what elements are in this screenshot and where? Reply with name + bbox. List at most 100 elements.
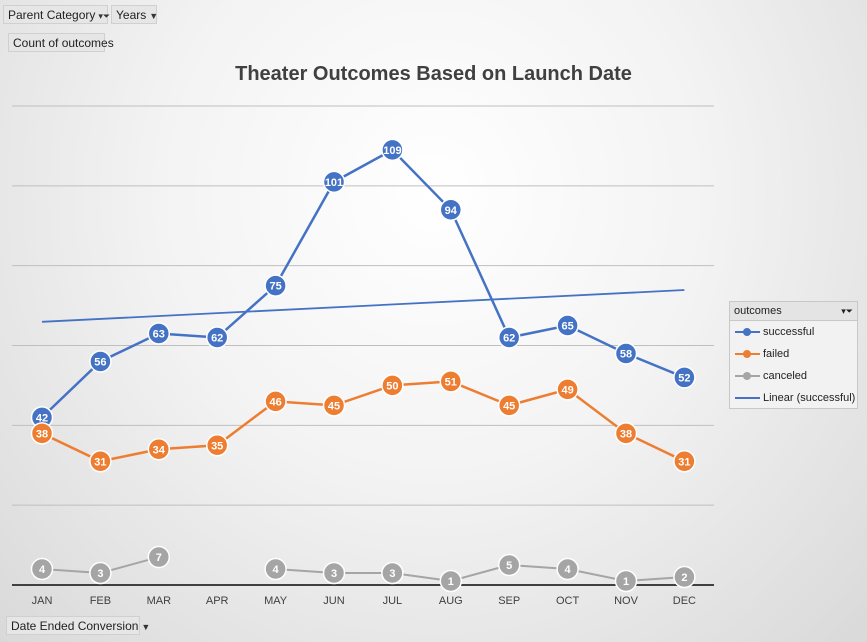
x-tick-label: OCT — [556, 595, 580, 607]
data-label-failed: 31 — [678, 456, 690, 468]
trendline-successful — [41, 289, 685, 323]
axis-field-label: Date Ended Conversion — [11, 619, 139, 633]
data-label-failed: 31 — [94, 456, 106, 468]
legend-title: outcomes — [734, 305, 782, 317]
data-point-failed — [497, 394, 521, 417]
data-point-successful — [147, 322, 171, 345]
data-point-canceled — [89, 561, 112, 585]
data-label-successful: 94 — [445, 205, 458, 217]
data-label-failed: 46 — [269, 396, 281, 408]
data-label-failed: 51 — [445, 376, 457, 388]
x-tick-label: NOV — [614, 595, 639, 607]
data-label-successful: 65 — [561, 321, 573, 333]
legend-swatch-trendline — [735, 397, 760, 399]
x-tick-label: FEB — [90, 595, 111, 607]
x-tick-label: APR — [206, 595, 229, 607]
values-field-label: Count of outcomes — [13, 36, 114, 50]
data-point-successful — [264, 274, 287, 297]
data-label-successful: 58 — [620, 348, 632, 360]
legend-marker-canceled — [743, 372, 751, 380]
data-label-failed: 38 — [620, 428, 632, 440]
data-label-successful: 62 — [211, 333, 223, 345]
legend-label-successful: successful — [763, 326, 815, 338]
legend-item-successful: successful — [730, 321, 857, 343]
data-point-successful — [205, 326, 229, 349]
data-label-failed: 45 — [328, 400, 340, 412]
legend-item-failed: failed — [730, 343, 857, 365]
data-label-canceled: 1 — [623, 576, 629, 588]
x-tick-label: JUL — [383, 595, 403, 607]
data-point-canceled — [556, 557, 579, 581]
data-label-canceled: 1 — [448, 576, 454, 588]
legend-label-canceled: canceled — [763, 370, 808, 382]
data-point-failed — [439, 370, 463, 393]
parent-category-label: Parent Category — [8, 8, 96, 22]
x-tick-label: SEP — [498, 595, 520, 607]
data-label-failed: 35 — [211, 440, 223, 452]
legend-marker-failed — [743, 350, 751, 358]
data-point-successful — [89, 350, 112, 373]
data-point-failed — [205, 434, 229, 457]
data-point-failed — [264, 390, 287, 413]
filter-funnel-icon[interactable]: ▾⏷ — [841, 306, 853, 316]
data-label-canceled: 3 — [331, 568, 337, 580]
data-point-successful — [381, 138, 404, 162]
data-point-canceled — [381, 561, 404, 585]
data-label-canceled: 4 — [273, 564, 280, 576]
data-label-canceled: 4 — [39, 564, 46, 576]
series-line-successful — [41, 148, 685, 419]
data-label-canceled: 7 — [156, 552, 162, 564]
data-point-successful — [614, 342, 638, 365]
data-label-failed: 38 — [36, 428, 48, 440]
data-label-failed: 34 — [153, 444, 166, 456]
data-point-canceled — [147, 545, 171, 569]
legend-item-trendline: Linear (successful) — [730, 387, 857, 409]
dropdown-arrow-icon: ▼ — [141, 622, 151, 632]
values-field-button[interactable]: Count of outcomes — [8, 33, 114, 52]
data-point-successful — [322, 170, 346, 194]
data-label-successful: 109 — [383, 145, 401, 157]
legend-header[interactable]: outcomes ▾⏷ — [730, 302, 857, 321]
parent-category-filter-button[interactable]: Parent Category ▾⏷ — [3, 5, 111, 24]
data-point-failed — [30, 422, 54, 445]
dropdown-arrow-icon: ▼ — [149, 11, 159, 21]
legend-label-trendline: Linear (successful) — [763, 392, 856, 404]
data-point-successful — [556, 314, 579, 337]
legend-label-failed: failed — [763, 348, 790, 360]
data-point-canceled — [30, 557, 54, 581]
data-point-successful — [673, 366, 696, 389]
data-label-successful: 101 — [325, 177, 343, 189]
data-label-canceled: 4 — [565, 564, 572, 576]
data-label-canceled: 3 — [97, 568, 103, 580]
x-tick-label: MAY — [264, 595, 288, 607]
data-point-failed — [322, 394, 346, 417]
data-label-canceled: 3 — [389, 568, 395, 580]
data-point-canceled — [439, 569, 463, 593]
data-label-canceled: 5 — [506, 560, 512, 572]
legend-marker-successful — [743, 328, 751, 336]
data-label-failed: 45 — [503, 400, 515, 412]
data-point-canceled — [322, 561, 346, 585]
data-label-failed: 49 — [561, 384, 573, 396]
years-filter-button[interactable]: Years ▼ — [111, 5, 159, 24]
x-tick-label: AUG — [439, 595, 463, 607]
axis-field-button[interactable]: Date Ended Conversion ▼ — [6, 616, 150, 635]
filter-funnel-icon: ▾⏷ — [98, 11, 111, 21]
x-tick-label: DEC — [673, 595, 696, 607]
data-label-successful: 42 — [36, 412, 48, 424]
years-label: Years — [116, 8, 147, 22]
data-label-successful: 52 — [678, 372, 690, 384]
data-point-failed — [673, 450, 696, 473]
legend: outcomes ▾⏷ successful failed canceled L… — [729, 301, 858, 409]
data-label-failed: 50 — [386, 380, 398, 392]
data-point-failed — [556, 378, 579, 401]
x-tick-label: JAN — [32, 595, 53, 607]
data-point-canceled — [614, 569, 638, 593]
data-label-successful: 75 — [269, 281, 281, 293]
data-point-successful — [439, 198, 463, 222]
data-point-failed — [147, 438, 171, 461]
chart-title: Theater Outcomes Based on Launch Date — [235, 63, 632, 85]
data-point-canceled — [264, 557, 287, 581]
series-line-failed — [41, 380, 685, 463]
data-point-canceled — [497, 553, 521, 577]
